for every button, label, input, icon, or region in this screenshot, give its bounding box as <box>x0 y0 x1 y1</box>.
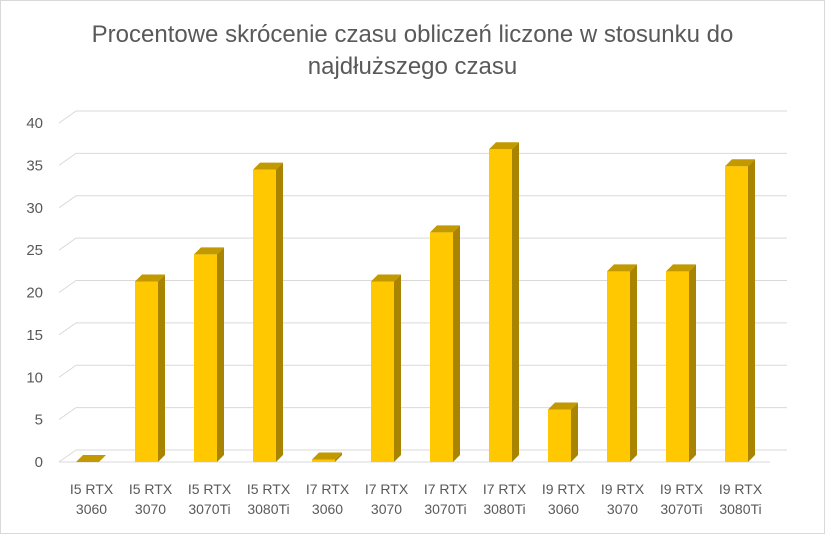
y-tick-label: 20 <box>26 285 43 302</box>
x-category-label-line-1: I5 RTX <box>129 481 173 497</box>
x-category-label-line-2: 3070Ti <box>424 501 466 517</box>
y-tick-label: 35 <box>26 157 43 174</box>
x-category-label-line-1: I7 RTX <box>365 481 409 497</box>
bar-top <box>489 142 519 150</box>
bar-top <box>666 264 696 272</box>
bar-side <box>158 274 165 462</box>
x-category-label-line-1: I7 RTX <box>424 481 468 497</box>
bar-side <box>748 159 755 462</box>
y-tick-label: 15 <box>26 327 43 344</box>
x-category-label-line-1: I9 RTX <box>660 481 704 497</box>
gridline-side <box>58 152 77 166</box>
x-category-label-line-1: I9 RTX <box>542 481 586 497</box>
bar <box>135 281 158 462</box>
bar-side <box>276 162 283 463</box>
gridline-side <box>58 195 77 209</box>
gridline-side <box>58 364 77 378</box>
bar-side <box>453 225 460 462</box>
gridline-side <box>58 110 77 124</box>
gridline-side <box>58 280 77 293</box>
gridline-side <box>58 407 77 421</box>
x-category-label-line-2: 3080Ti <box>719 501 761 517</box>
bar-side <box>630 264 637 462</box>
bar-top <box>371 274 401 282</box>
x-category-label-line-1: I7 RTX <box>306 481 350 497</box>
chart-title-line-1: Procentowe skrócenie czasu obliczeń licz… <box>91 21 734 48</box>
bar-top <box>194 247 224 255</box>
chart-title: Procentowe skrócenie czasu obliczeń licz… <box>1 19 824 83</box>
x-category-label-line-2: 3060 <box>76 501 107 517</box>
x-category-label-line-1: I5 RTX <box>247 481 291 497</box>
bar-top <box>135 274 165 282</box>
bar-top <box>312 452 342 460</box>
bar-side <box>512 142 519 462</box>
bar <box>548 409 571 462</box>
gridline-side <box>58 449 77 463</box>
y-tick-label: 10 <box>26 369 43 386</box>
x-category-label-line-2: 3080Ti <box>247 501 289 517</box>
bar-side <box>689 264 696 462</box>
bar <box>253 169 276 463</box>
y-tick-label: 5 <box>35 412 43 429</box>
y-tick-label: 40 <box>26 115 43 132</box>
gridline-side <box>58 322 77 336</box>
bar-top <box>607 264 637 272</box>
bar-side <box>394 274 401 462</box>
bar <box>430 232 453 462</box>
x-category-label-line-2: 3070 <box>607 501 638 517</box>
bar-top <box>76 455 106 462</box>
bar <box>371 281 394 462</box>
x-category-label-line-2: 3060 <box>548 501 579 517</box>
bar <box>312 459 335 462</box>
bar-side <box>335 452 342 462</box>
y-tick-label: 25 <box>26 242 43 259</box>
x-category-label-line-1: I9 RTX <box>719 481 763 497</box>
chart-title-line-2: najdłuższego czasu <box>307 53 518 80</box>
bar <box>489 149 512 462</box>
bar-side <box>571 402 578 462</box>
bar <box>194 254 217 462</box>
bar-top <box>430 225 460 233</box>
gridline-side <box>58 237 77 251</box>
x-category-label-line-2: 3070 <box>371 501 402 517</box>
bar <box>607 271 630 462</box>
x-category-label-line-2: 3070 <box>135 501 166 517</box>
y-tick-label: 0 <box>35 454 43 471</box>
bar <box>666 271 689 462</box>
bar-top <box>548 402 578 410</box>
x-category-label-line-1: I7 RTX <box>483 481 527 497</box>
bar-side <box>217 247 224 462</box>
x-category-label-line-2: 3070Ti <box>660 501 702 517</box>
bar-top <box>253 162 283 170</box>
y-tick-label: 30 <box>26 200 43 217</box>
bar-top <box>725 159 755 167</box>
x-category-label-line-2: 3070Ti <box>188 501 230 517</box>
x-category-label-line-2: 3060 <box>312 501 343 517</box>
x-category-label-line-1: I5 RTX <box>70 481 114 497</box>
bar <box>725 166 748 462</box>
x-category-label-line-1: I9 RTX <box>601 481 645 497</box>
x-category-label-line-1: I5 RTX <box>188 481 232 497</box>
x-category-label-line-2: 3080Ti <box>483 501 525 517</box>
